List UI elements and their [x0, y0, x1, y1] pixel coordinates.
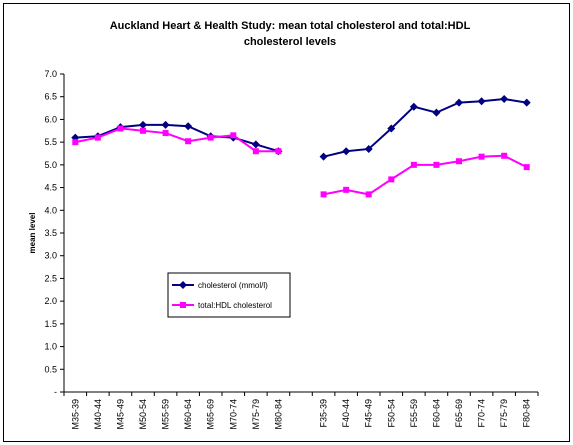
x-tick-label: F80-84	[522, 399, 532, 428]
marker	[364, 144, 373, 153]
y-tick-label: 6.5	[44, 92, 57, 102]
x-tick-label: F75-79	[499, 399, 509, 428]
y-tick-label: 4.5	[44, 183, 57, 193]
marker	[275, 148, 282, 155]
series-line	[75, 97, 527, 158]
series-line	[75, 127, 528, 196]
y-tick-label: 0.5	[44, 364, 57, 374]
marker	[455, 98, 463, 107]
x-tick-label: F45-49	[364, 399, 374, 428]
x-tick-label: F55-59	[409, 399, 419, 428]
marker	[500, 94, 509, 103]
marker	[161, 120, 170, 129]
marker	[162, 130, 169, 137]
marker	[139, 120, 147, 129]
marker	[140, 127, 146, 134]
marker	[501, 152, 508, 159]
x-tick-label: M40-44	[93, 399, 103, 430]
x-tick-label: M70-74	[228, 399, 238, 430]
marker	[185, 138, 192, 145]
marker	[184, 122, 193, 131]
marker	[342, 147, 351, 156]
marker	[117, 125, 124, 132]
marker	[319, 152, 328, 161]
marker	[523, 164, 530, 171]
marker	[410, 161, 417, 168]
chart-title: Auckland Heart & Health Study: mean tota…	[109, 20, 471, 48]
marker	[433, 161, 440, 168]
marker	[207, 134, 214, 141]
y-tick-label: 1.0	[44, 342, 57, 352]
y-tick-label: 6.0	[44, 114, 57, 124]
legend: cholesterol (mmol/l) total:HDL cholestero…	[167, 272, 291, 318]
marker	[230, 132, 237, 139]
marker	[456, 158, 462, 165]
y-tick-label: 3.5	[44, 228, 57, 238]
x-tick-label: F65-69	[454, 399, 464, 428]
marker	[388, 176, 395, 183]
marker	[522, 98, 531, 107]
x-tick-label: M75-79	[251, 399, 261, 430]
x-tick-label: M60-64	[183, 399, 193, 430]
x-tick-label: M35-39	[70, 399, 80, 430]
x-tick-label: M65-69	[206, 399, 216, 430]
x-tick-label: F35-39	[319, 399, 329, 428]
marker	[72, 139, 79, 146]
legend-label: cholesterol (mmol/l)	[198, 281, 268, 290]
x-tick-label: F40-44	[341, 399, 351, 428]
y-tick-label: 2.5	[44, 273, 57, 283]
y-tick-label: -	[54, 387, 57, 397]
legend-label: total:HDL cholesterol	[198, 301, 272, 310]
marker	[365, 191, 372, 198]
y-tick-label: 7.0	[44, 69, 57, 79]
marker	[343, 186, 350, 193]
marker	[179, 281, 187, 289]
y-tick-label: 5.0	[44, 160, 57, 170]
x-tick-label: M80-84	[273, 399, 283, 430]
y-tick-label: 1.5	[44, 319, 57, 329]
x-tick-label: M50-54	[138, 399, 148, 430]
marker	[477, 97, 486, 106]
y-tick-label: 5.5	[44, 137, 57, 147]
x-tick-label: M45-49	[115, 399, 125, 430]
y-tick-label: 3.0	[44, 251, 57, 261]
y-axis-label: mean level	[28, 213, 37, 254]
marker	[387, 124, 396, 133]
x-tick-label: F70-74	[477, 399, 487, 428]
marker	[251, 140, 260, 149]
legend-box	[167, 272, 291, 318]
chart-border	[3, 3, 570, 442]
marker	[478, 153, 485, 160]
marker	[320, 191, 327, 198]
marker	[432, 108, 441, 117]
marker	[409, 102, 418, 111]
marker	[252, 148, 259, 155]
x-tick-label: F60-64	[431, 399, 441, 428]
x-tick-label: F50-54	[386, 399, 396, 428]
marker	[94, 134, 101, 141]
y-tick-label: 2.0	[44, 296, 57, 306]
y-tick-label: 4.0	[44, 205, 57, 215]
x-tick-label: M55-59	[161, 399, 171, 430]
marker	[180, 302, 186, 308]
